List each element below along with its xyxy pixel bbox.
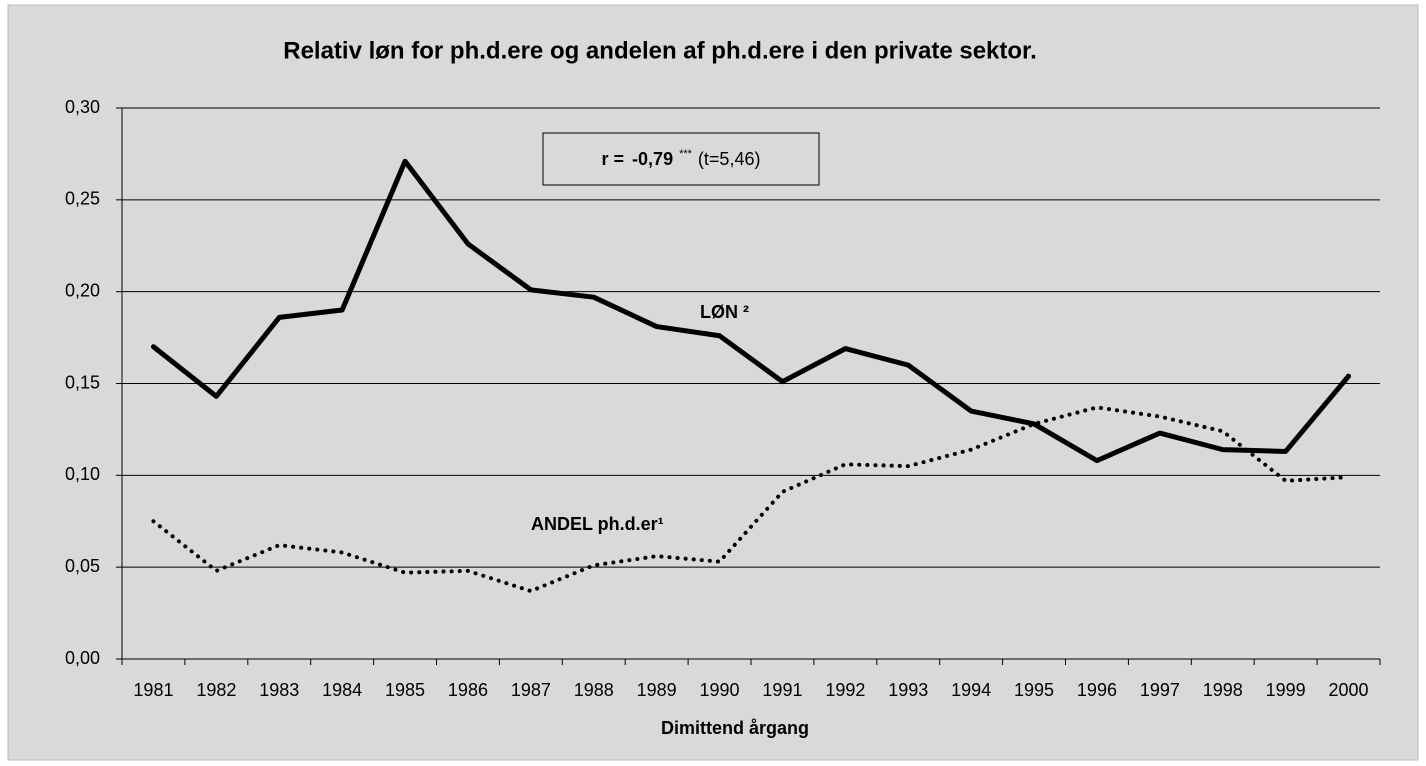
chart-background: [7, 4, 1419, 761]
x-tick-label: 1997: [1140, 680, 1180, 700]
x-tick-label: 1982: [196, 680, 236, 700]
x-axis-label: Dimittend årgang: [661, 718, 809, 738]
line-series: [150, 158, 1352, 464]
y-tick-label: 0,10: [65, 464, 100, 484]
x-tick-label: 1987: [511, 680, 551, 700]
annotation-box: [542, 132, 820, 186]
y-tick-label: 0,30: [65, 97, 100, 117]
y-tick-label: 0,15: [65, 372, 100, 392]
y-tick-label: 0,20: [65, 280, 100, 300]
annotation: r = -0,79 *** (t=5,46): [602, 148, 761, 169]
x-tick-label: 1995: [1014, 680, 1054, 700]
x-tick-label: 1998: [1203, 680, 1243, 700]
x-tick-label: 1985: [385, 680, 425, 700]
stars: ***: [679, 148, 693, 160]
r-label: r =: [602, 149, 625, 169]
y-tick-label: 0,05: [65, 556, 100, 576]
x-tick-label: 1991: [762, 680, 802, 700]
r-value: -0,79: [632, 149, 673, 169]
series-label: LØN ²: [700, 302, 749, 322]
x-tick-label: 1996: [1077, 680, 1117, 700]
x-tick-label: 1990: [700, 680, 740, 700]
x-tick-label: 1986: [448, 680, 488, 700]
x-tick-label: 1988: [574, 680, 614, 700]
x-tick-label: 1994: [951, 680, 991, 700]
y-tick-label: 0,25: [65, 189, 100, 209]
chart-title: Relativ løn for ph.d.ere og andelen af p…: [283, 37, 1037, 64]
line-series: [151, 405, 1351, 594]
x-tick-label: 1989: [637, 680, 677, 700]
x-tick-label: 1983: [259, 680, 299, 700]
t-value: (t=5,46): [698, 149, 761, 169]
x-tick-label: 1984: [322, 680, 362, 700]
x-tick-label: 1999: [1266, 680, 1306, 700]
x-tick-label: 1993: [888, 680, 928, 700]
y-tick-label: 0,00: [65, 648, 100, 668]
x-tick-label: 2000: [1329, 680, 1369, 700]
x-tick-label: 1992: [825, 680, 865, 700]
x-tick-label: 1981: [133, 680, 173, 700]
series-label: ANDEL ph.d.er¹: [531, 514, 664, 534]
